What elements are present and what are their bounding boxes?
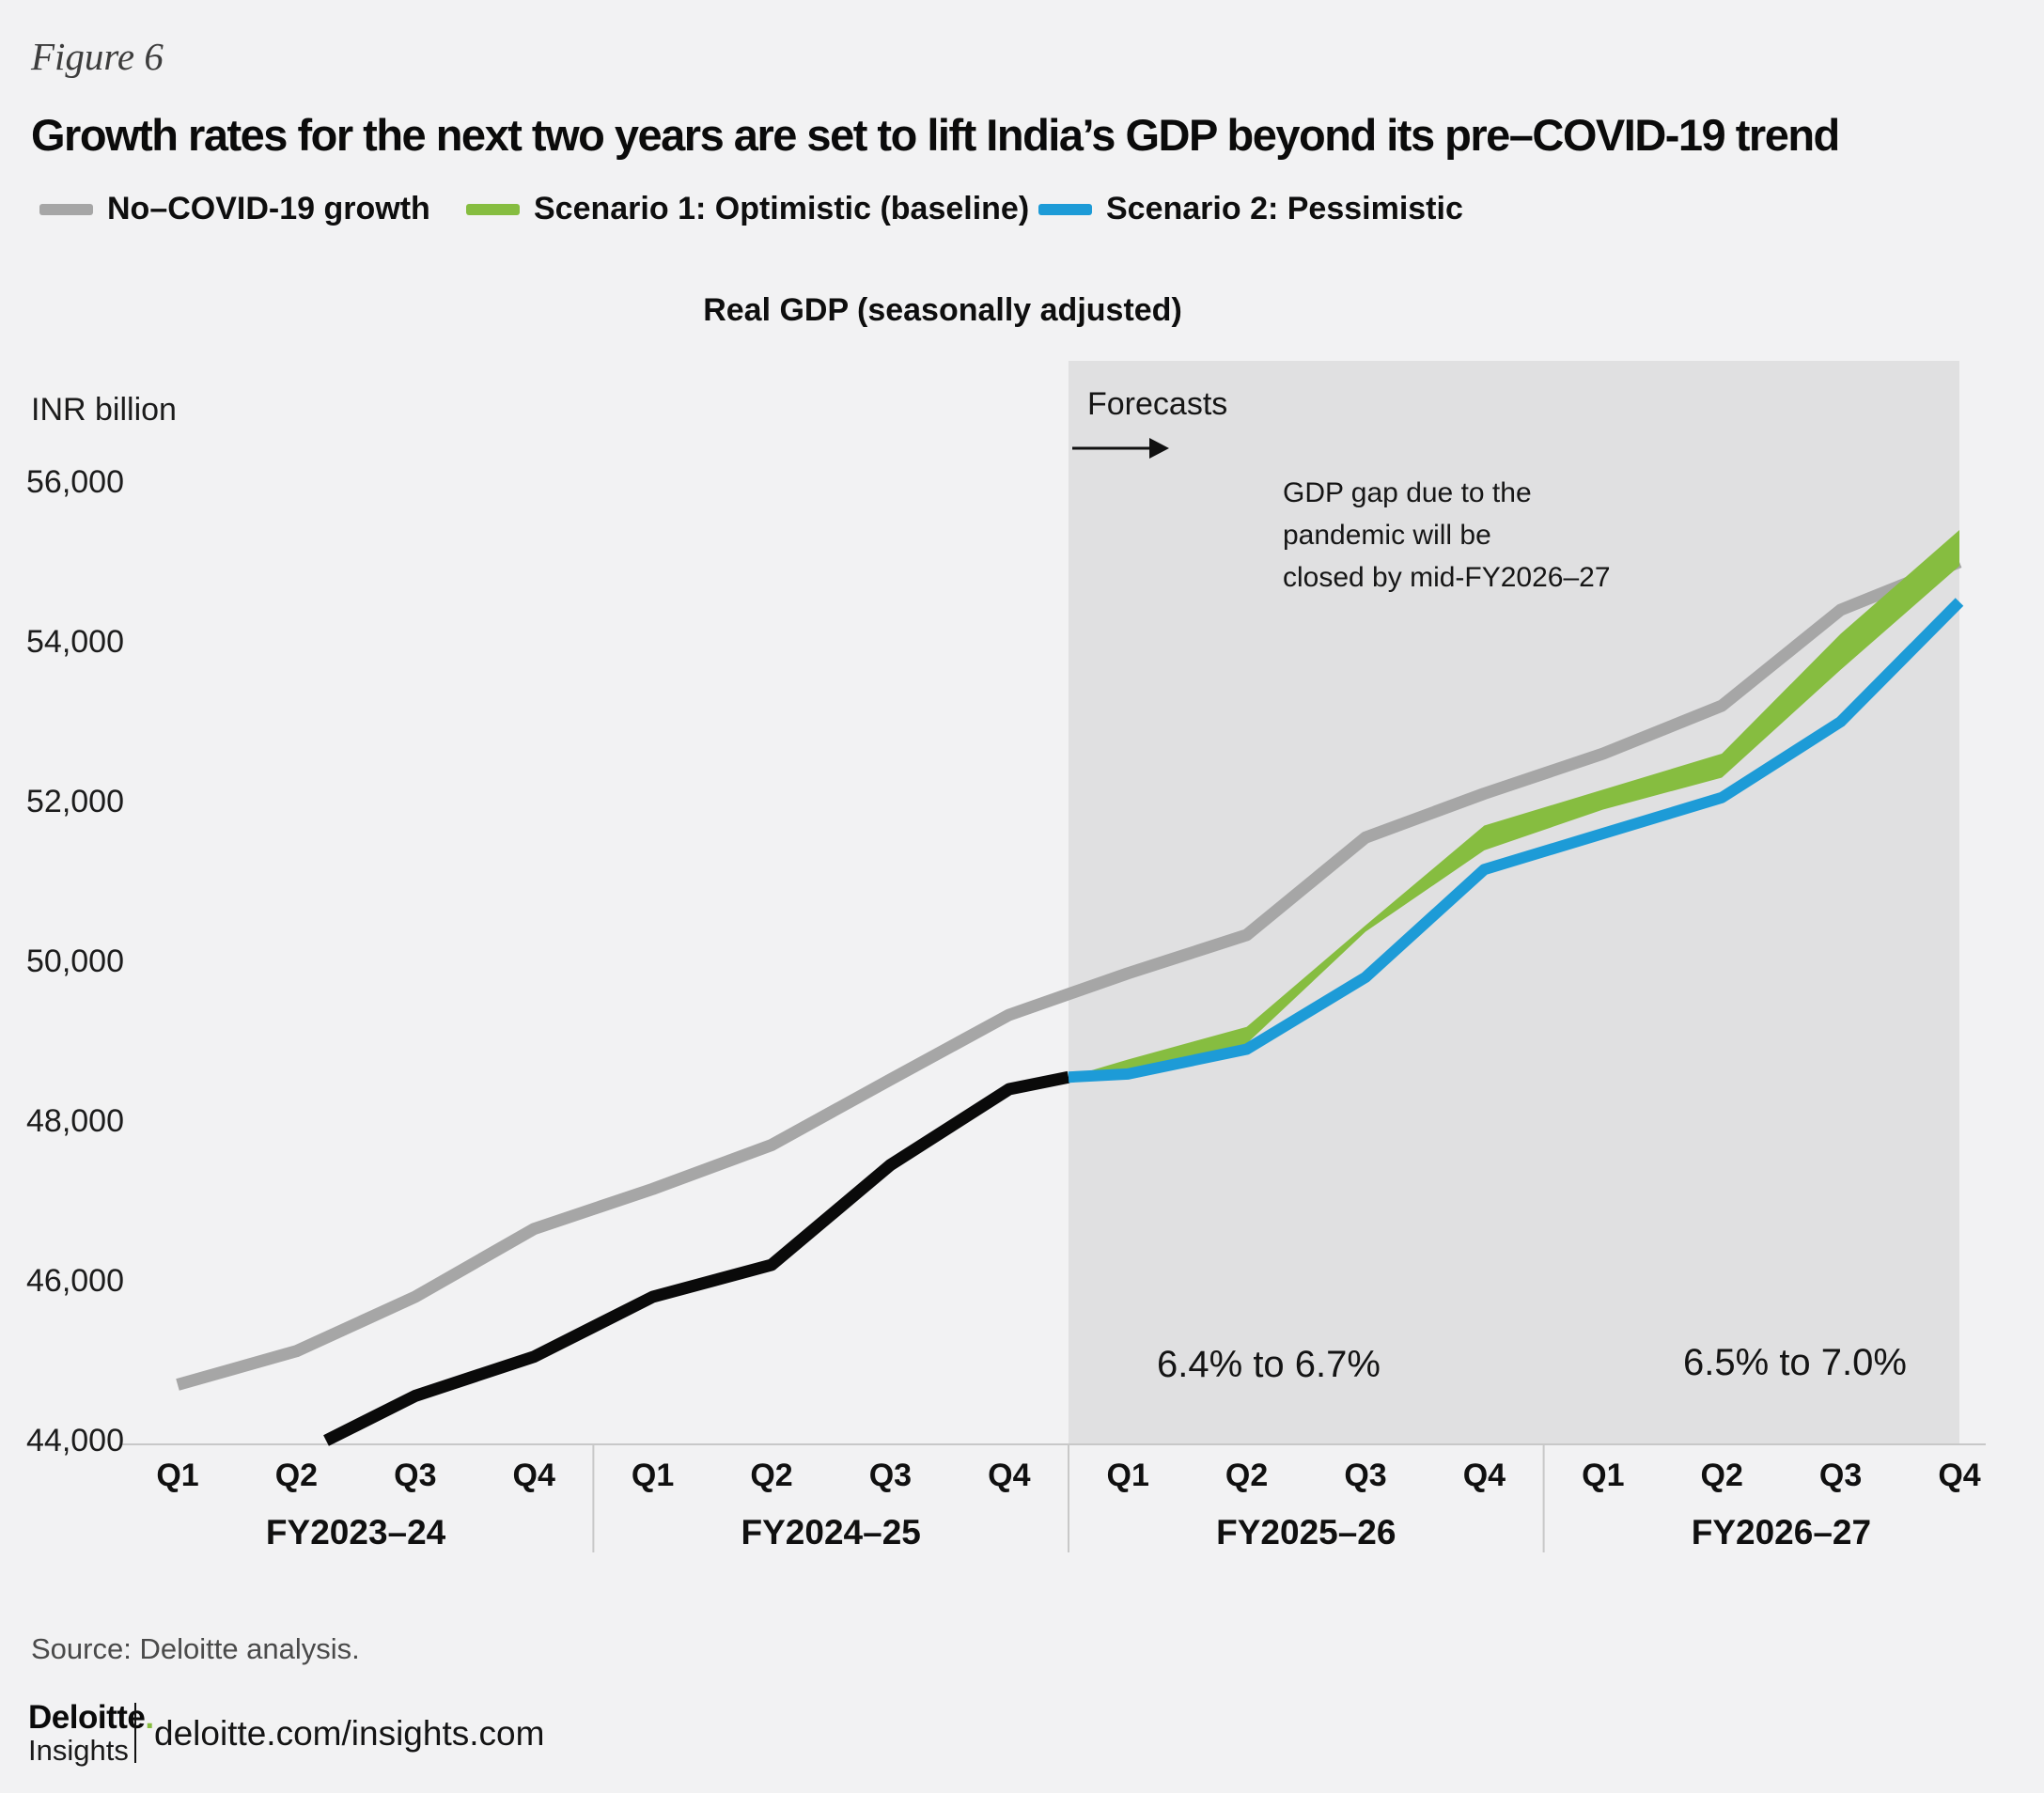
x-tick-label-quarter: Q3 <box>394 1458 437 1493</box>
legend-swatch-scenario2-icon <box>1038 203 1092 215</box>
legend-label-scenario2: Scenario 2: Pessimistic <box>1106 191 1463 226</box>
x-tick-label-quarter: Q2 <box>1700 1458 1743 1493</box>
x-group-label-fiscal-year: FY2026–27 <box>1691 1513 1872 1551</box>
figure-label: Figure 6 <box>31 35 164 78</box>
x-tick-label-quarter: Q3 <box>1818 1458 1863 1493</box>
source-note: Source: Deloitte analysis. <box>31 1632 360 1665</box>
x-tick-label-quarter: Q1 <box>631 1458 675 1493</box>
x-tick-label-quarter: Q1 <box>1106 1458 1149 1493</box>
forecast-region <box>1069 361 1959 1444</box>
growth-range-fy2026-27: 6.5% to 7.0% <box>1683 1342 1907 1383</box>
x-group-label-fiscal-year: FY2024–25 <box>741 1513 921 1551</box>
x-tick-label-quarter: Q3 <box>868 1458 913 1493</box>
x-tick-label-quarter: Q2 <box>274 1458 319 1493</box>
footer-url: deloitte.com/insights.com <box>154 1714 545 1753</box>
x-tick-label-quarter: Q4 <box>1462 1458 1506 1493</box>
gdp-gap-annotation-line1: GDP gap due to the <box>1283 477 1532 508</box>
deloitte-insights-text: Insights <box>28 1734 129 1767</box>
legend-label-scenario1: Scenario 1: Optimistic (baseline) <box>534 191 1030 226</box>
x-tick-label-quarter: Q2 <box>750 1458 793 1493</box>
x-group-label-fiscal-year: FY2023–24 <box>265 1513 446 1551</box>
x-tick-label-quarter: Q2 <box>1225 1458 1269 1493</box>
y-tick-label: 56,000 <box>26 464 124 500</box>
deloitte-logo-dot: . <box>145 1699 154 1736</box>
y-tick-label: 48,000 <box>26 1103 124 1139</box>
x-tick-label-quarter: Q4 <box>988 1458 1031 1493</box>
scenario2-pessimistic-line <box>1068 598 1964 1084</box>
legend-swatch-scenario1-icon <box>466 203 520 215</box>
legend-label-no-covid: No–COVID-19 growth <box>107 191 430 226</box>
page-title: Growth rates for the next two years are … <box>31 110 1840 160</box>
gdp-gap-annotation: GDP gap due to the pandemic will be clos… <box>1283 472 1611 599</box>
x-tick-label-quarter: Q3 <box>1344 1458 1387 1493</box>
x-tick-label-quarter: Q1 <box>156 1458 199 1493</box>
y-tick-label: 54,000 <box>26 624 124 660</box>
y-tick-label: 50,000 <box>26 943 124 979</box>
footer-divider <box>134 1703 136 1763</box>
legend-item-no-covid: No–COVID-19 growth <box>39 191 430 227</box>
legend-item-scenario2: Scenario 2: Pessimistic <box>1038 191 1463 227</box>
actual-gdp-line <box>323 1070 1070 1446</box>
growth-range-fy2025-26: 6.4% to 6.7% <box>1157 1344 1381 1385</box>
x-tick-label-quarter: Q4 <box>512 1458 555 1493</box>
gdp-gap-annotation-line3: closed by mid-FY2026–27 <box>1283 562 1611 593</box>
legend-swatch-no-covid-icon <box>39 203 93 215</box>
x-tick-label-quarter: Q4 <box>1938 1458 1981 1493</box>
no-covid-growth-line <box>176 555 1962 1391</box>
deloitte-logo: Deloitte. <box>28 1699 154 1737</box>
y-tick-label: 52,000 <box>26 784 124 819</box>
chart-title: Real GDP (seasonally adjusted) <box>703 292 1182 328</box>
legend-item-scenario1: Scenario 1: Optimistic (baseline) <box>466 191 1029 227</box>
deloitte-logo-text: Deloitte <box>28 1699 146 1736</box>
y-tick-label: 46,000 <box>26 1263 124 1299</box>
forecast-arrow-head-icon <box>1149 438 1169 459</box>
x-tick-label-quarter: Q1 <box>1582 1458 1625 1493</box>
x-group-label-fiscal-year: FY2025–26 <box>1216 1513 1396 1551</box>
forecast-region-label: Forecasts <box>1087 386 1228 422</box>
y-axis-unit-label: INR billion <box>31 392 177 428</box>
gdp-gap-annotation-line2: pandemic will be <box>1283 520 1491 551</box>
y-tick-label: 44,000 <box>26 1423 124 1458</box>
